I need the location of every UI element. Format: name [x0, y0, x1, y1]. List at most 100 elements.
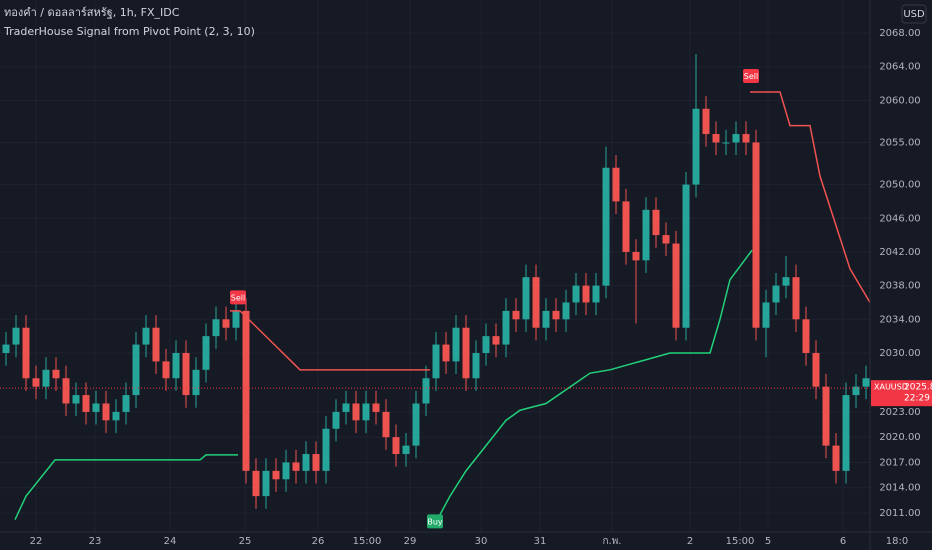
candle-body [702, 108, 710, 135]
candle-body [452, 327, 460, 362]
last-price-label: 2025.82 [904, 383, 932, 393]
y-tick-label: 2064.00 [879, 62, 920, 73]
candle-body [662, 235, 670, 244]
candle-body [102, 403, 110, 421]
candle-body [342, 403, 350, 412]
y-tick-label: 2011.00 [879, 508, 920, 519]
candle-body [412, 403, 420, 446]
signal-line [230, 310, 430, 371]
candle-body [32, 378, 40, 387]
candle-body [472, 352, 480, 379]
candle-body [812, 352, 820, 387]
y-tick-label: 2014.00 [879, 483, 920, 494]
candle-body [462, 327, 470, 379]
y-tick-label: 2023.00 [879, 407, 920, 418]
candle-body [272, 470, 280, 480]
candle-body [382, 411, 390, 438]
candle-body [152, 327, 160, 362]
candle-body [192, 369, 200, 396]
candle-body [172, 352, 180, 379]
last-price-badge [871, 380, 932, 407]
candle-body [142, 327, 150, 345]
candle-body [322, 428, 330, 471]
x-tick-label: ก.พ. [602, 536, 621, 547]
candle-body [332, 411, 340, 429]
x-tick-label: 26 [312, 536, 325, 547]
candle-body [312, 454, 320, 471]
candle-body [212, 319, 220, 337]
candle-body [502, 310, 510, 345]
signal-badge [743, 68, 759, 83]
currency-label[interactable]: USD [903, 9, 925, 20]
candle-body [682, 184, 690, 328]
x-tick-label: 2 [687, 536, 693, 547]
candle-body [362, 403, 370, 421]
candle-body [642, 209, 650, 261]
countdown-label: 22:29 [904, 394, 930, 404]
y-tick-label: 2055.00 [879, 137, 920, 148]
signal-line [14, 454, 238, 521]
x-tick-label: 31 [534, 536, 547, 547]
signal-label: Sell [744, 72, 758, 81]
signal-label: Sell [231, 293, 245, 302]
candle-body [282, 462, 290, 480]
candle-body [842, 395, 850, 471]
candle-body [522, 277, 530, 320]
candle-body [762, 302, 770, 328]
candle-body [792, 277, 800, 320]
candle-body [732, 134, 740, 143]
candle-body [392, 437, 400, 455]
y-tick-label: 2042.00 [879, 247, 920, 258]
candle-body [242, 310, 250, 471]
candle-body [202, 336, 210, 370]
x-tick-label: 24 [164, 536, 177, 547]
candle-body [492, 336, 500, 345]
candle-body [22, 327, 30, 379]
candle-body [512, 310, 520, 320]
symbol-title: ทองคำ / ดอลลาร์สหรัฐ, 1h, FX_IDC [4, 6, 180, 19]
candle-body [132, 344, 140, 396]
x-tick-label: 29 [404, 536, 417, 547]
y-tick-label: 2034.00 [879, 314, 920, 325]
candle-body [552, 310, 560, 320]
candle-body [602, 167, 610, 286]
candle-body [772, 285, 780, 303]
candle-body [832, 445, 840, 471]
candle-body [2, 344, 10, 353]
y-tick-label: 2068.00 [879, 28, 920, 39]
candle-body [652, 209, 660, 236]
x-tick-label: 6 [840, 536, 846, 547]
candle-body [262, 470, 270, 497]
candle-body [622, 201, 630, 252]
candle-body [572, 285, 580, 303]
candle-body [52, 369, 60, 379]
candle-body [672, 243, 680, 328]
candle-body [92, 403, 100, 412]
candle-body [562, 302, 570, 320]
signal-label: Buy [427, 517, 443, 526]
candle-body [162, 361, 170, 379]
candle-body [12, 327, 20, 345]
candle-body [252, 470, 260, 497]
candle-body [712, 134, 720, 143]
signal-line [750, 91, 871, 303]
y-tick-label: 2046.00 [879, 213, 920, 224]
currency-button[interactable] [901, 4, 927, 24]
y-tick-label: 2050.00 [879, 180, 920, 191]
candle-body [222, 319, 230, 328]
candle-body [692, 108, 700, 185]
candle-body [532, 277, 540, 328]
candle-body [582, 285, 590, 303]
candle-body [592, 285, 600, 303]
candle-body [782, 277, 790, 286]
y-tick-label: 2060.00 [879, 95, 920, 106]
candle-body [352, 403, 360, 421]
indicator-title: TraderHouse Signal from Pivot Point (2, … [3, 25, 255, 38]
candle-body [632, 251, 640, 261]
candle-body [852, 386, 860, 396]
candle-body [802, 319, 810, 353]
candle-body [422, 378, 430, 404]
x-tick-label: 25 [239, 536, 252, 547]
